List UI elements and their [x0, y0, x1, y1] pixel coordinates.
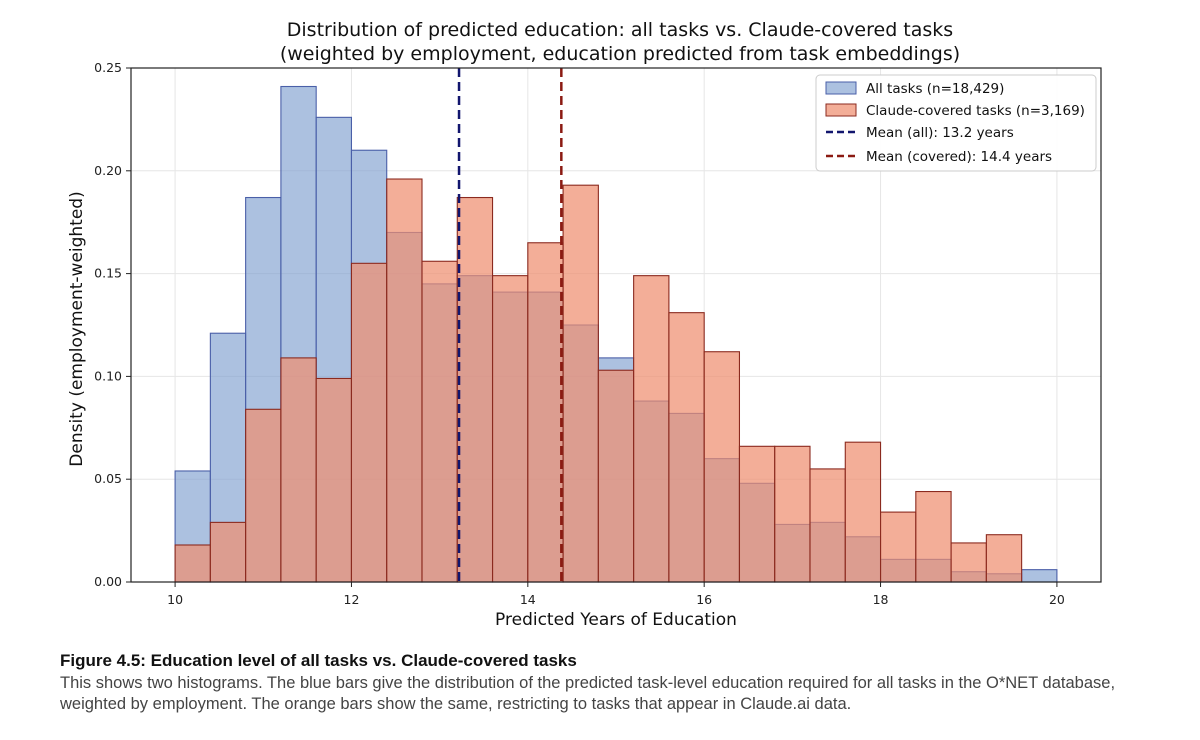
bar-claude-covered	[421, 260, 458, 583]
y-tick-label: 0.05	[94, 471, 122, 486]
legend-label-mean-covered: Mean (covered): 14.4 years	[866, 149, 1052, 165]
bar-claude-covered	[350, 262, 388, 583]
y-tick-label: 0.15	[94, 266, 122, 281]
x-tick-label: 14	[520, 592, 536, 607]
bar-claude-covered	[703, 351, 741, 583]
bar-claude-covered	[174, 544, 211, 583]
x-tick-label: 18	[873, 592, 889, 607]
legend-swatch-all-tasks	[825, 81, 857, 95]
x-tick-label: 12	[344, 592, 360, 607]
bar-claude-covered	[774, 445, 811, 583]
bar-claude-covered	[738, 445, 776, 583]
legend-swatch-claude-covered	[825, 103, 857, 117]
y-tick-label: 0.10	[94, 368, 122, 383]
bar-claude-covered	[950, 542, 987, 583]
bar-claude-covered	[209, 521, 247, 583]
bar-claude-covered	[597, 369, 635, 583]
y-axis-ticks: 0.00 0.05 0.10 0.15 0.20 0.25	[94, 60, 131, 589]
caption-body: This shows two histograms. The blue bars…	[60, 674, 1116, 713]
x-tick-label: 10	[167, 592, 183, 607]
mean-lines	[457, 68, 563, 582]
y-axis-label: Density (employment-weighted)	[67, 191, 87, 466]
bar-claude-covered	[809, 468, 846, 583]
series-claude-covered-bars	[174, 178, 1023, 583]
bar-claude-covered	[562, 184, 599, 583]
bar-claude-covered	[280, 357, 317, 583]
caption-title: Figure 4.5: Education level of all tasks…	[60, 651, 577, 670]
legend-box	[815, 74, 1097, 172]
bar-claude-covered	[985, 534, 1023, 583]
bar-claude-covered	[456, 196, 494, 583]
figure-caption: Figure 4.5: Education level of all tasks…	[60, 651, 1160, 715]
histogram-chart: Distribution of predicted education: all…	[67, 19, 1102, 630]
plot-frame	[130, 67, 1102, 583]
bar-all-tasks	[1021, 569, 1058, 583]
legend-label-claude-covered: Claude-covered tasks (n=3,169)	[866, 103, 1085, 119]
bar-claude-covered	[844, 441, 882, 583]
chart-subtitle: (weighted by employment, education predi…	[280, 43, 960, 65]
bar-claude-covered	[527, 242, 564, 583]
legend-label-all-tasks: All tasks (n=18,429)	[866, 81, 1004, 97]
bar-claude-covered	[315, 377, 353, 583]
bar-claude-covered	[879, 511, 917, 583]
legend-label-mean-all: Mean (all): 13.2 years	[866, 125, 1014, 141]
bar-claude-covered	[915, 490, 952, 583]
y-tick-label: 0.20	[94, 163, 122, 178]
x-tick-label: 16	[696, 592, 712, 607]
x-axis-label: Predicted Years of Education	[495, 610, 737, 630]
bar-claude-covered	[491, 275, 529, 583]
bar-claude-covered	[668, 312, 705, 583]
x-axis-ticks: 10 12 14 16 18 20	[167, 582, 1065, 607]
chart-title: Distribution of predicted education: all…	[287, 19, 953, 41]
bar-claude-covered	[633, 275, 670, 583]
x-tick-label: 20	[1049, 592, 1065, 607]
y-tick-label: 0.00	[94, 574, 122, 589]
chart-canvas: Distribution of predicted education: all…	[67, 19, 1102, 630]
bar-claude-covered	[245, 408, 282, 583]
bar-claude-covered	[386, 178, 423, 583]
legend: All tasks (n=18,429) Claude-covered task…	[815, 74, 1097, 172]
y-tick-label: 0.25	[94, 60, 122, 75]
